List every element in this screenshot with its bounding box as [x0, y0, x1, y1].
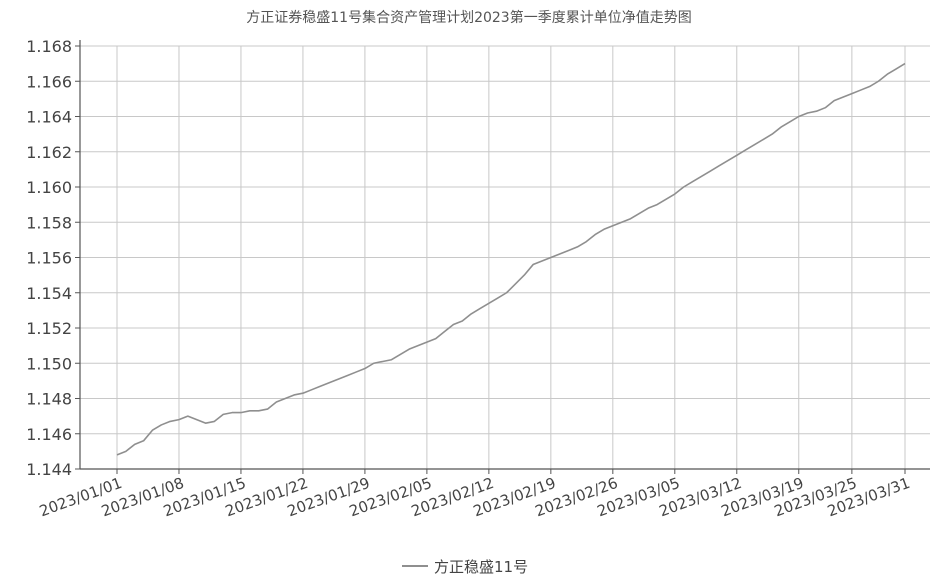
legend: 方正稳盛11号 — [402, 558, 528, 576]
legend-label: 方正稳盛11号 — [434, 558, 528, 576]
y-tick-label: 1.168 — [26, 37, 72, 56]
x-axis-ticks: 2023/01/012023/01/082023/01/152023/01/22… — [37, 469, 912, 520]
y-tick-label: 1.146 — [26, 425, 72, 444]
y-axis-ticks: 1.144 1.146 1.148 1.150 1.152 1.154 1.156 1.158… — [26, 37, 80, 479]
y-tick-label: 1.158 — [26, 213, 72, 232]
y-tick-label: 1.164 — [26, 108, 72, 127]
y-tick-label: 1.148 — [26, 390, 72, 409]
chart-title: 方正证券稳盛11号集合资产管理计划2023第一季度累计单位净值走势图 — [246, 9, 691, 26]
y-tick-label: 1.154 — [26, 284, 72, 303]
y-tick-label: 1.156 — [26, 249, 72, 268]
y-tick-label: 1.152 — [26, 319, 72, 338]
series-lines — [116, 62, 906, 456]
y-tick-label: 1.162 — [26, 143, 72, 162]
y-tick-label: 1.160 — [26, 178, 72, 197]
y-tick-label: 1.166 — [26, 72, 72, 91]
gridlines — [80, 45, 930, 470]
y-tick-label: 1.144 — [26, 460, 72, 479]
y-tick-label: 1.150 — [26, 354, 72, 373]
axes — [79, 40, 930, 470]
series-line — [116, 62, 906, 456]
